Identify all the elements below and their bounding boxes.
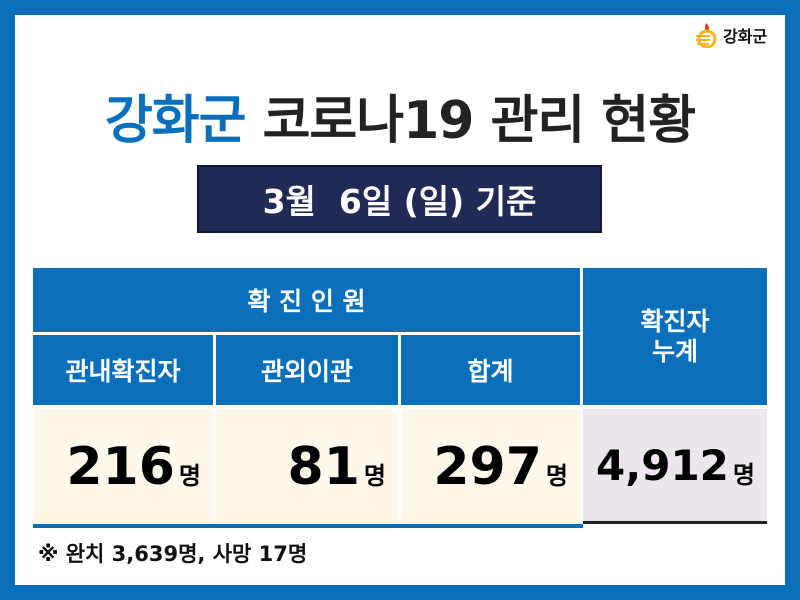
value-local: 216 명	[33, 409, 213, 524]
column-header-total: 합계	[401, 335, 580, 405]
value-number: 4,912	[596, 440, 729, 490]
column-header-local: 관내확진자	[33, 335, 213, 405]
confirmed-group-header: 확 진 인 원	[33, 268, 580, 332]
value-number: 297	[433, 436, 542, 497]
value-total: 297 명	[401, 409, 580, 524]
logo: 강화군	[693, 22, 768, 49]
value-transferred: 81 명	[216, 409, 398, 524]
table-bottom-rule	[33, 524, 583, 528]
unit: 명	[732, 460, 755, 489]
logo-text: 강화군	[723, 27, 768, 46]
title-subject: 코로나19 관리 현황	[262, 91, 696, 151]
value-number: 81	[287, 436, 360, 497]
ganghwa-logo-icon	[693, 22, 719, 49]
date-label: 3월 6일 (일) 기준	[197, 165, 602, 233]
unit: 명	[178, 462, 201, 490]
page-title: 강화군 코로나19 관리 현황	[0, 78, 800, 153]
column-header-transferred: 관외이관	[216, 335, 398, 405]
title-region: 강화군	[104, 91, 247, 151]
unit: 명	[363, 462, 386, 490]
unit: 명	[545, 462, 568, 490]
cumulative-header: 확진자 누계	[583, 268, 767, 405]
value-number: 216	[66, 436, 175, 497]
value-cumulative: 4,912 명	[583, 409, 767, 524]
footer-note: ※ 완치 3,639명, 사망 17명	[38, 542, 308, 566]
